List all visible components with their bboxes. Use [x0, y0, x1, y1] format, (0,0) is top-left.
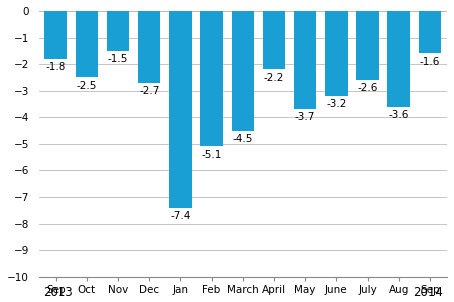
Text: -1.6: -1.6: [419, 57, 440, 67]
Text: -5.1: -5.1: [202, 150, 222, 160]
Text: 2013: 2013: [43, 286, 73, 299]
Text: -3.7: -3.7: [295, 112, 316, 123]
Text: -2.5: -2.5: [77, 81, 97, 91]
Bar: [76, 11, 98, 77]
Bar: [388, 11, 410, 107]
Bar: [107, 11, 129, 51]
Bar: [325, 11, 348, 96]
Bar: [138, 11, 160, 83]
Bar: [263, 11, 285, 69]
Text: -1.5: -1.5: [108, 54, 128, 64]
Text: -2.7: -2.7: [139, 86, 159, 96]
Bar: [44, 11, 67, 59]
Bar: [232, 11, 254, 130]
Bar: [356, 11, 379, 80]
Bar: [169, 11, 192, 207]
Text: 2014: 2014: [413, 286, 443, 299]
Bar: [200, 11, 223, 146]
Text: -3.2: -3.2: [326, 99, 346, 109]
Text: -2.6: -2.6: [357, 83, 378, 93]
Bar: [419, 11, 441, 53]
Bar: [294, 11, 316, 109]
Text: -7.4: -7.4: [170, 211, 191, 221]
Text: -3.6: -3.6: [389, 110, 409, 120]
Text: -4.5: -4.5: [232, 134, 253, 144]
Text: -1.8: -1.8: [45, 62, 66, 72]
Text: -2.2: -2.2: [264, 72, 284, 83]
